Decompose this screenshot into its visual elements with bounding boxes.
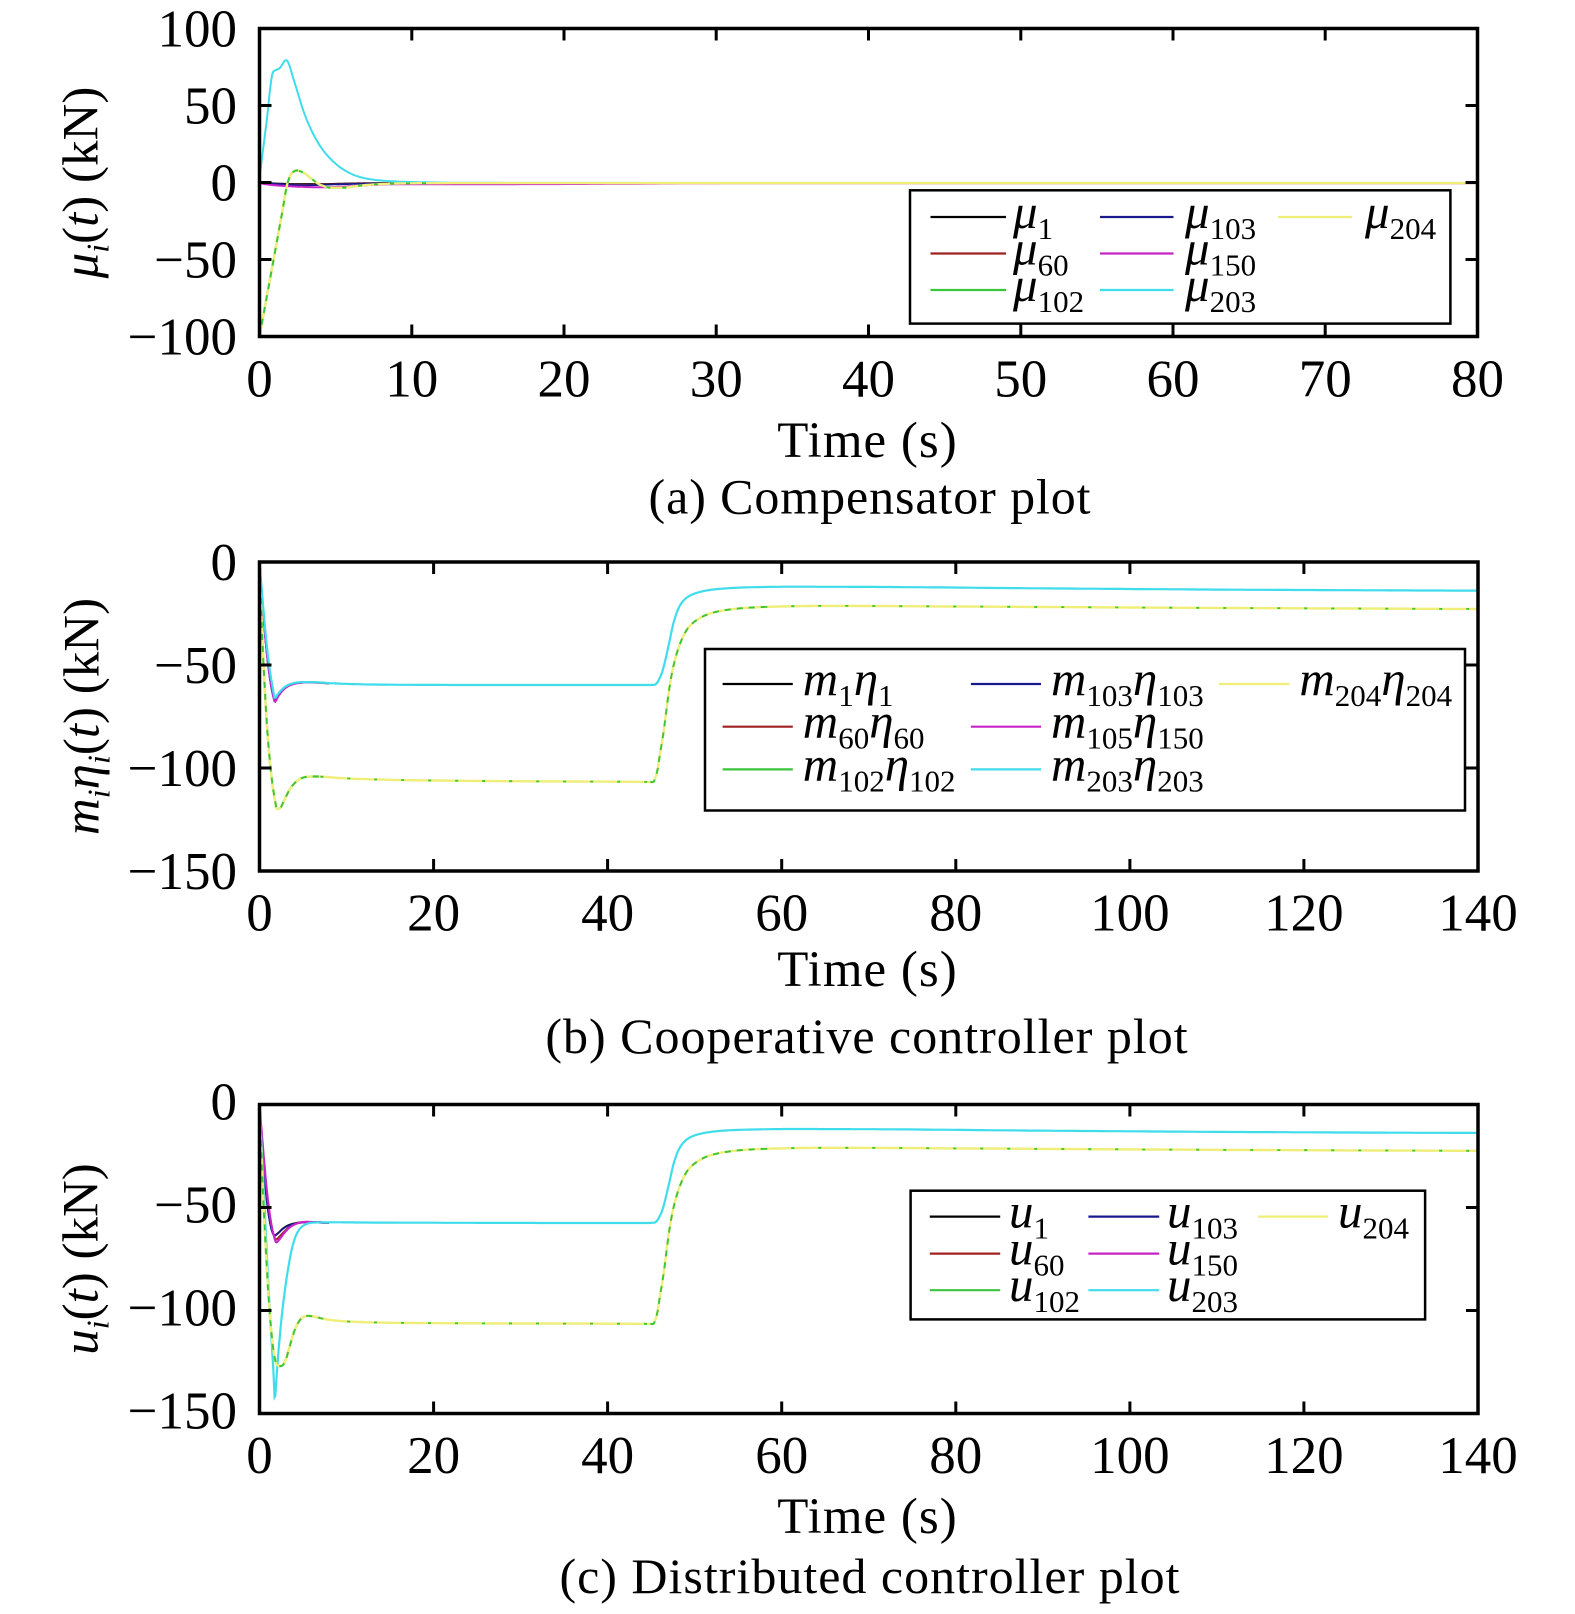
svg-text:100: 100 bbox=[1090, 885, 1170, 943]
svg-text:ui​(t) (kN): ui​(t) (kN) bbox=[54, 1163, 116, 1355]
svg-text:(a) Compensator plot: (a) Compensator plot bbox=[649, 469, 1092, 525]
svg-text:140: 140 bbox=[1438, 885, 1518, 943]
svg-text:u60​: u60​ bbox=[1009, 1221, 1065, 1283]
svg-text:−150: −150 bbox=[128, 1383, 237, 1441]
svg-text:(c) Distributed controller plo: (c) Distributed controller plot bbox=[559, 1548, 1180, 1604]
svg-text:0: 0 bbox=[211, 534, 238, 592]
svg-text:m204​η204​: m204​η204​ bbox=[1299, 651, 1452, 713]
svg-text:−50: −50 bbox=[154, 637, 237, 695]
svg-text:μ1​: μ1​ bbox=[1012, 184, 1053, 246]
svg-text:(b) Cooperative controller plo: (b) Cooperative controller plot bbox=[545, 1008, 1188, 1064]
svg-text:u150​: u150​ bbox=[1167, 1221, 1238, 1283]
svg-text:0: 0 bbox=[211, 155, 238, 213]
svg-text:10: 10 bbox=[385, 351, 438, 409]
svg-text:−50: −50 bbox=[154, 232, 237, 290]
svg-text:m60​η60​: m60​η60​ bbox=[803, 694, 925, 756]
svg-text:u103​: u103​ bbox=[1167, 1184, 1238, 1246]
svg-text:μ60​: μ60​ bbox=[1012, 221, 1069, 283]
svg-text:20: 20 bbox=[407, 885, 460, 943]
svg-text:40: 40 bbox=[842, 351, 895, 409]
svg-text:u204​: u204​ bbox=[1338, 1184, 1410, 1246]
svg-text:−150: −150 bbox=[128, 843, 237, 901]
svg-text:μ204​: μ204​ bbox=[1364, 184, 1437, 246]
svg-text:60: 60 bbox=[1147, 351, 1200, 409]
svg-text:100: 100 bbox=[158, 1, 238, 59]
svg-text:μi​(t) (kN): μi​(t) (kN) bbox=[54, 87, 116, 280]
svg-text:120: 120 bbox=[1264, 1427, 1344, 1485]
svg-text:−100: −100 bbox=[128, 740, 237, 798]
svg-text:−50: −50 bbox=[154, 1177, 237, 1235]
svg-text:20: 20 bbox=[538, 351, 591, 409]
svg-text:Time (s): Time (s) bbox=[777, 942, 957, 998]
svg-text:60: 60 bbox=[755, 1427, 808, 1485]
svg-text:50: 50 bbox=[994, 351, 1047, 409]
svg-text:20: 20 bbox=[407, 1427, 460, 1485]
svg-text:m1​η1​: m1​η1​ bbox=[803, 651, 894, 713]
svg-text:80: 80 bbox=[1451, 351, 1504, 409]
svg-text:−100: −100 bbox=[128, 1280, 237, 1338]
svg-text:μ103​: μ103​ bbox=[1184, 184, 1256, 246]
svg-text:0: 0 bbox=[246, 1427, 273, 1485]
svg-text:50: 50 bbox=[184, 78, 237, 136]
svg-text:u102​: u102​ bbox=[1009, 1257, 1080, 1319]
svg-text:0: 0 bbox=[246, 351, 273, 409]
svg-text:μ203​: μ203​ bbox=[1184, 257, 1256, 319]
svg-text:m203​η203​: m203​η203​ bbox=[1051, 736, 1204, 798]
svg-text:80: 80 bbox=[929, 885, 982, 943]
svg-text:120: 120 bbox=[1264, 885, 1344, 943]
svg-text:0: 0 bbox=[246, 885, 273, 943]
svg-text:u1​: u1​ bbox=[1009, 1184, 1049, 1246]
svg-text:70: 70 bbox=[1299, 351, 1352, 409]
svg-text:100: 100 bbox=[1090, 1427, 1170, 1485]
svg-text:60: 60 bbox=[755, 885, 808, 943]
svg-text:m102​η102​: m102​η102​ bbox=[803, 736, 956, 798]
svg-text:mi​ηi​(t) (kN): mi​ηi​(t) (kN) bbox=[55, 598, 117, 835]
svg-text:μ102​: μ102​ bbox=[1012, 257, 1084, 319]
svg-text:Time (s): Time (s) bbox=[777, 413, 957, 469]
svg-text:m105​η150​: m105​η150​ bbox=[1051, 694, 1204, 756]
svg-text:m103​η103​: m103​η103​ bbox=[1051, 651, 1204, 713]
svg-text:140: 140 bbox=[1438, 1427, 1518, 1485]
svg-text:−100: −100 bbox=[128, 309, 237, 367]
svg-text:u203​: u203​ bbox=[1167, 1257, 1238, 1319]
svg-text:40: 40 bbox=[581, 885, 634, 943]
svg-text:40: 40 bbox=[581, 1427, 634, 1485]
svg-text:Time (s): Time (s) bbox=[777, 1489, 957, 1545]
svg-text:80: 80 bbox=[929, 1427, 982, 1485]
svg-text:μ150​: μ150​ bbox=[1184, 221, 1256, 283]
svg-text:30: 30 bbox=[690, 351, 743, 409]
svg-text:0: 0 bbox=[211, 1074, 238, 1132]
